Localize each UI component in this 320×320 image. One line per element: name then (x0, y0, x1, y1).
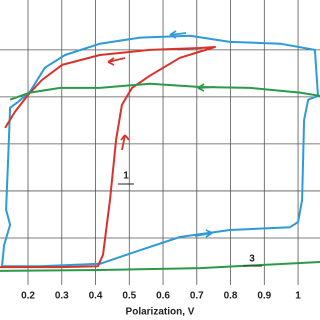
arrow (169, 30, 187, 39)
x-tick-label: 0.9 (257, 291, 271, 302)
lines (0, 34, 320, 272)
x-tick-label: 0.7 (190, 291, 204, 302)
data-line (0, 82, 320, 272)
arrow (194, 229, 213, 238)
data-line (0, 46, 216, 269)
x-tick-label: 0.6 (156, 291, 170, 302)
x-axis-label: Polarization, V (126, 307, 195, 318)
x-tick-label: 0.3 (55, 291, 69, 302)
x-tick-label: 1 (295, 291, 301, 302)
curve-label: 3 (249, 254, 255, 265)
x-tick-label: 0.5 (122, 291, 136, 302)
arrow (197, 83, 216, 92)
x-tick-label: 0.4 (89, 291, 103, 302)
arrow (120, 134, 130, 151)
x-tick-label: 0.8 (224, 291, 238, 302)
x-tick-label: 0.2 (21, 291, 35, 302)
arrow (107, 57, 126, 66)
curve-label: 1 (123, 171, 129, 182)
